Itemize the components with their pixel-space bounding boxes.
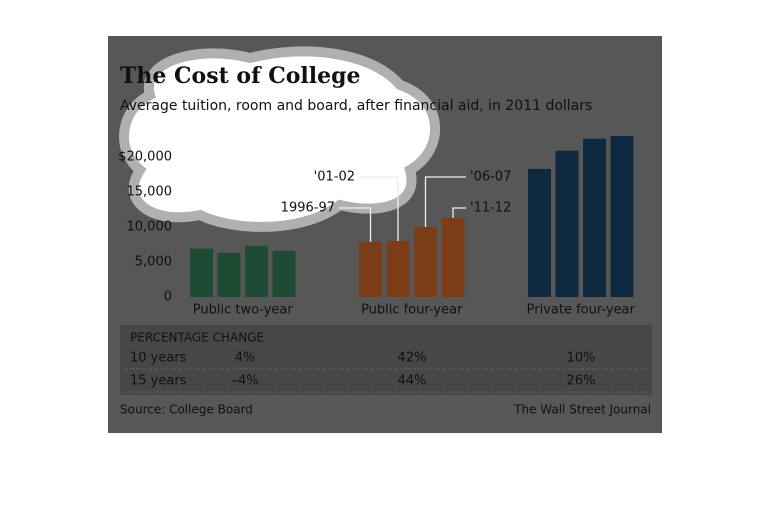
bar — [386, 241, 410, 297]
table-cell: 4% — [235, 351, 256, 366]
bar — [217, 252, 241, 297]
series-label: '06-07 — [470, 170, 511, 185]
y-tick-label: $20,000 — [118, 150, 172, 165]
series-label: '11-12 — [470, 201, 511, 216]
cloud-overlay — [119, 46, 440, 232]
source: Source: College Board — [120, 403, 253, 417]
x-tick-label: Public four-year — [361, 303, 463, 318]
table-cell: 42% — [398, 351, 427, 366]
bar — [528, 168, 551, 297]
y-tick-label: 0 — [164, 290, 172, 305]
leader-line — [359, 176, 399, 241]
x-tick-label: Public two-year — [193, 303, 294, 318]
bar — [245, 245, 268, 297]
leader-line — [339, 207, 372, 242]
y-tick-label: 15,000 — [127, 185, 173, 200]
chart-subtitle: Average tuition, room and board, after f… — [120, 98, 592, 114]
x-tick-label: Private four-year — [527, 303, 636, 318]
bar — [359, 241, 382, 297]
series-label: '01-02 — [314, 170, 355, 185]
table-cell: 44% — [398, 374, 427, 389]
leader-line — [452, 207, 466, 218]
bar — [610, 136, 634, 297]
series-label: 1996-97 — [281, 201, 335, 216]
credit: The Wall Street Journal — [513, 403, 651, 417]
table-cell: 26% — [567, 374, 596, 389]
bar — [414, 227, 437, 297]
table-row-label: 15 years — [130, 374, 187, 389]
bar — [272, 250, 296, 297]
chart-title: The Cost of College — [120, 63, 361, 89]
table-row-label: 10 years — [130, 351, 187, 366]
bar — [190, 248, 213, 297]
leader-line — [424, 176, 466, 227]
bar — [555, 150, 579, 297]
y-tick-label: 10,000 — [127, 220, 173, 235]
bar — [441, 217, 465, 297]
table-header: PERCENTAGE CHANGE — [130, 331, 264, 345]
table-cell: –4% — [231, 374, 258, 389]
y-tick-label: 5,000 — [135, 255, 172, 270]
table-box — [120, 325, 652, 395]
table-cell: 10% — [567, 351, 596, 366]
bar — [583, 138, 606, 297]
